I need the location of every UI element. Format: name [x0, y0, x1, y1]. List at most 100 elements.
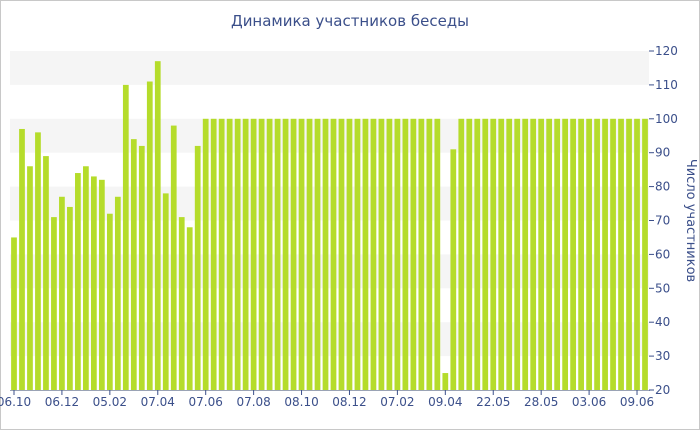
bar[interactable]: [618, 118, 624, 391]
bar[interactable]: [35, 132, 41, 391]
bar[interactable]: [162, 193, 169, 390]
bar[interactable]: [306, 118, 313, 391]
bar[interactable]: [90, 176, 97, 390]
bar[interactable]: [250, 118, 257, 391]
bar[interactable]: [258, 118, 265, 391]
bar[interactable]: [538, 118, 545, 391]
bar[interactable]: [178, 217, 185, 390]
bar[interactable]: [226, 118, 233, 391]
bar[interactable]: [442, 373, 449, 390]
bar[interactable]: [98, 179, 105, 390]
y-tick-label: 50: [655, 281, 670, 295]
bar[interactable]: [530, 118, 537, 391]
bar[interactable]: [346, 118, 353, 391]
bar[interactable]: [170, 125, 177, 390]
x-tick-label: 03.06: [572, 395, 606, 409]
bar[interactable]: [314, 118, 321, 391]
bar[interactable]: [210, 118, 217, 391]
bar[interactable]: [634, 118, 640, 391]
bar[interactable]: [75, 173, 81, 390]
bar[interactable]: [490, 118, 497, 391]
bar[interactable]: [194, 145, 201, 390]
bar[interactable]: [338, 118, 345, 391]
bar[interactable]: [546, 118, 553, 391]
bar[interactable]: [130, 139, 137, 390]
x-tick-label: 09.06: [620, 395, 654, 409]
bar[interactable]: [410, 118, 417, 391]
bar[interactable]: [11, 237, 17, 390]
bar[interactable]: [290, 118, 297, 391]
bar[interactable]: [106, 213, 113, 390]
x-tick-label: 07.08: [236, 395, 270, 409]
bar[interactable]: [202, 118, 209, 391]
x-tick-label: 05.02: [93, 395, 127, 409]
bar[interactable]: [282, 118, 289, 391]
bar[interactable]: [122, 84, 129, 391]
bar[interactable]: [514, 118, 521, 391]
y-tick-label: 90: [655, 146, 670, 160]
bar[interactable]: [234, 118, 241, 391]
bar[interactable]: [218, 118, 225, 391]
y-tick-label: 30: [655, 349, 670, 363]
bar[interactable]: [434, 118, 441, 391]
bar[interactable]: [626, 118, 632, 391]
bar[interactable]: [458, 118, 465, 391]
bar[interactable]: [562, 118, 569, 391]
x-tick-label: 28.05: [524, 395, 558, 409]
bar[interactable]: [586, 118, 592, 391]
bar[interactable]: [146, 81, 153, 390]
bar[interactable]: [466, 118, 473, 391]
bar[interactable]: [83, 166, 89, 390]
x-tick-label: 08.12: [332, 395, 366, 409]
bar[interactable]: [186, 227, 193, 390]
y-tick-label: 60: [655, 247, 670, 261]
bar[interactable]: [242, 118, 249, 391]
bar[interactable]: [402, 118, 409, 391]
x-tick-label: 07.06: [189, 395, 223, 409]
bar[interactable]: [19, 128, 25, 390]
bar[interactable]: [578, 118, 584, 391]
bar[interactable]: [362, 118, 369, 391]
bar[interactable]: [154, 61, 161, 391]
bar[interactable]: [570, 118, 576, 391]
bar[interactable]: [266, 118, 273, 391]
bars: [11, 61, 648, 391]
bar[interactable]: [642, 118, 648, 391]
bar[interactable]: [394, 118, 401, 391]
bar[interactable]: [114, 196, 121, 390]
bar[interactable]: [138, 145, 145, 390]
bar[interactable]: [370, 118, 377, 391]
bar[interactable]: [27, 166, 33, 390]
bar[interactable]: [322, 118, 329, 391]
bar[interactable]: [482, 118, 489, 391]
bar[interactable]: [378, 118, 385, 391]
bar[interactable]: [418, 118, 425, 391]
y-tick-label: 110: [655, 78, 678, 92]
x-axis: 06.10 06.12 05.02 07.04 07.06 07.08 08.10 08.12…: [0, 390, 654, 409]
bar[interactable]: [594, 118, 600, 391]
x-tick-label: 07.04: [141, 395, 175, 409]
bar[interactable]: [506, 118, 513, 391]
grid-band: [10, 118, 649, 153]
bar[interactable]: [51, 217, 57, 390]
bar[interactable]: [450, 149, 457, 390]
bar[interactable]: [522, 118, 529, 391]
bar[interactable]: [67, 206, 73, 390]
bar[interactable]: [386, 118, 393, 391]
y-axis: 20 30 40 50 60 70 80 90 100 110 120: [649, 44, 678, 397]
y-axis-label: Число участников: [683, 159, 698, 282]
bar[interactable]: [274, 118, 281, 391]
bar[interactable]: [330, 118, 337, 391]
x-tick-label: 06.10: [0, 395, 31, 409]
bar[interactable]: [354, 118, 361, 391]
bar[interactable]: [602, 118, 608, 391]
bar[interactable]: [298, 118, 305, 391]
bar[interactable]: [498, 118, 505, 391]
bar[interactable]: [59, 196, 65, 390]
bar[interactable]: [554, 118, 561, 391]
bar[interactable]: [474, 118, 481, 391]
bar[interactable]: [43, 156, 49, 390]
bar[interactable]: [610, 118, 616, 391]
bar[interactable]: [426, 118, 433, 391]
